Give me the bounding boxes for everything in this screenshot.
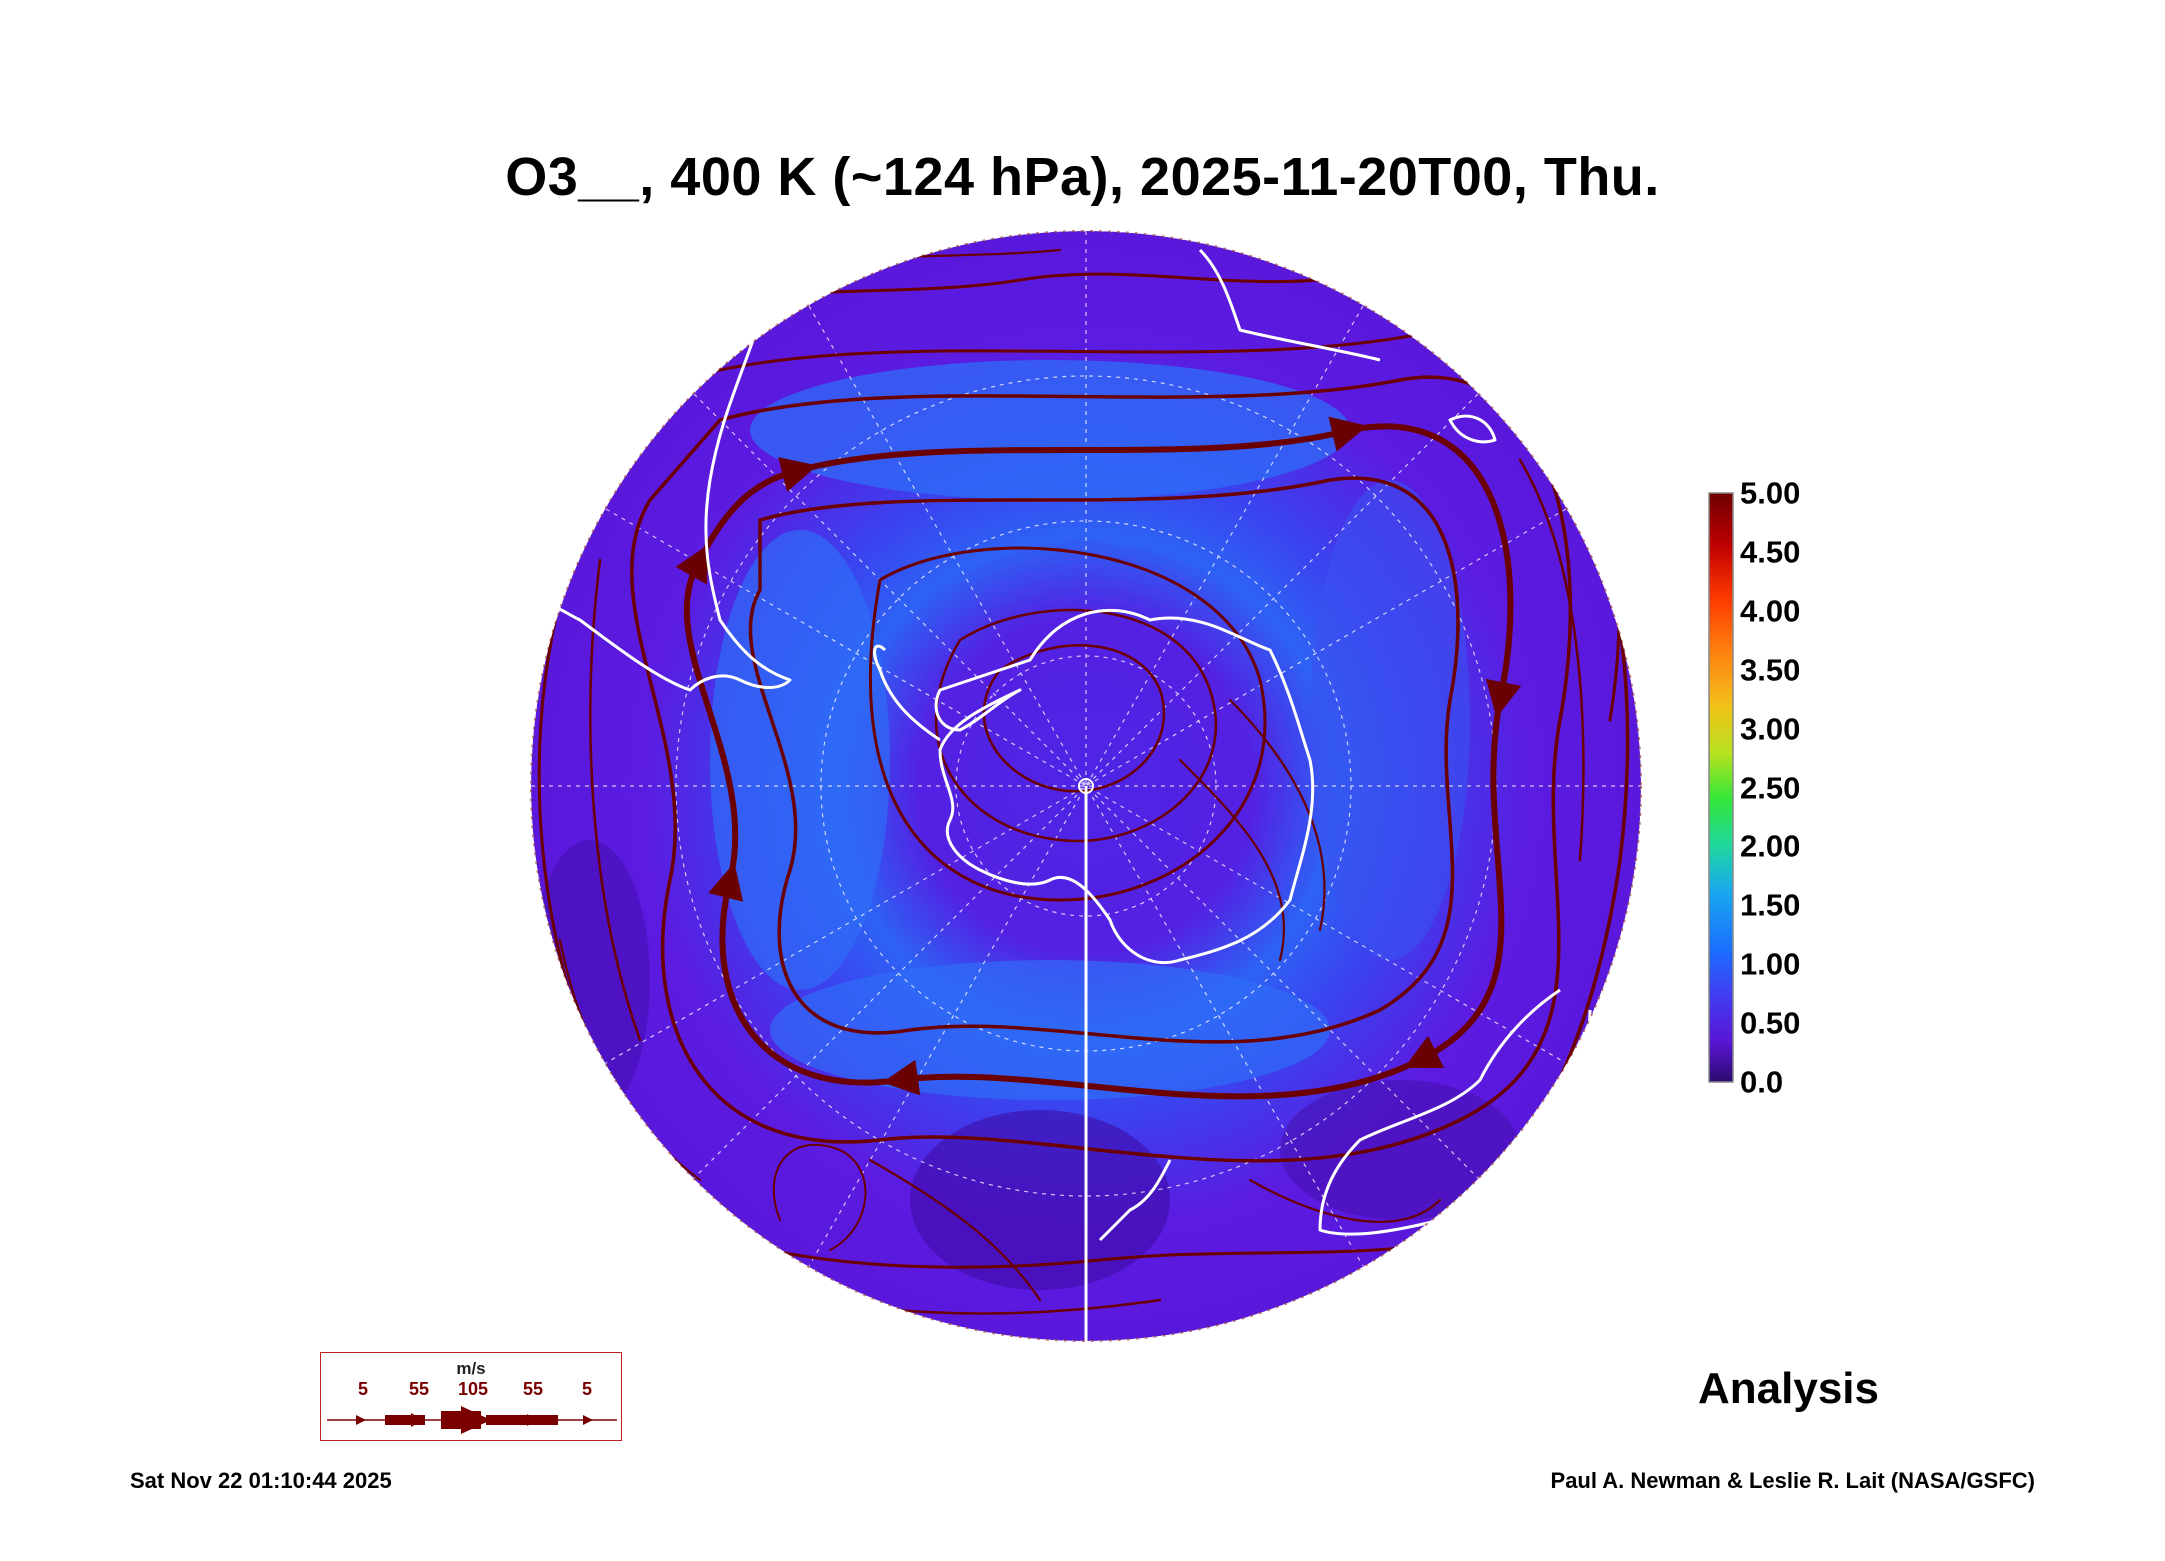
colorbar-tick-label: 2.00 [1740,828,1801,864]
wind-legend-unit: m/s [456,1359,486,1378]
new-zealand-coast [1098,1159,1172,1242]
analysis-label: Analysis [1698,1364,1879,1413]
page-title: O3__, 400 K (~124 hPa), 2025-11-20T00, T… [505,147,1660,207]
coastlines [538,248,1592,1242]
wind-legend-speed: 5 [581,1379,593,1399]
colorbar-tick-label: 5.00 [1740,475,1801,511]
timestamp: Sat Nov 22 01:10:44 2025 [130,1468,392,1493]
wind-speed-legend: m/s 5 55 105 55 5 [320,1352,622,1441]
colorbar-tick-label: 0.0 [1740,1064,1784,1100]
colorbar-tick-label: 3.00 [1740,711,1801,747]
africa-coast [1198,248,1381,362]
madagascar-coast [1448,414,1497,444]
colorbar-tick-label: 4.50 [1740,534,1801,570]
ozone-low-se [1280,1080,1520,1220]
credit-line: Paul A. Newman & Leslie R. Lait (NASA/GS… [1550,1468,2035,1493]
ozone-low-sw [910,1110,1170,1290]
wind-legend-speed: 105 [457,1379,489,1399]
antarctica-coast [934,608,1315,965]
south-pole-marker [1078,778,1094,794]
wind-legend-speed: 55 [408,1379,430,1399]
colorbar-tick-label: 0.50 [1740,1005,1801,1041]
colorbar-tick-label: 4.00 [1740,593,1801,629]
colorbar-tick-label: 3.50 [1740,652,1801,688]
colorbar-tick-label: 2.50 [1740,770,1801,805]
antarctic-peninsula-coast [873,644,941,742]
wind-legend-speed: 55 [522,1379,544,1399]
colorbar-tick-label: 1.00 [1740,946,1801,982]
colorbar-tick-label: 1.50 [1740,887,1801,923]
colorbar-gradient [1708,492,1734,1083]
south-america-coast [538,319,792,692]
wind-legend-speed: 5 [357,1379,369,1399]
globe-outline [530,230,1642,1342]
wind-legend-arrow [327,1406,617,1434]
